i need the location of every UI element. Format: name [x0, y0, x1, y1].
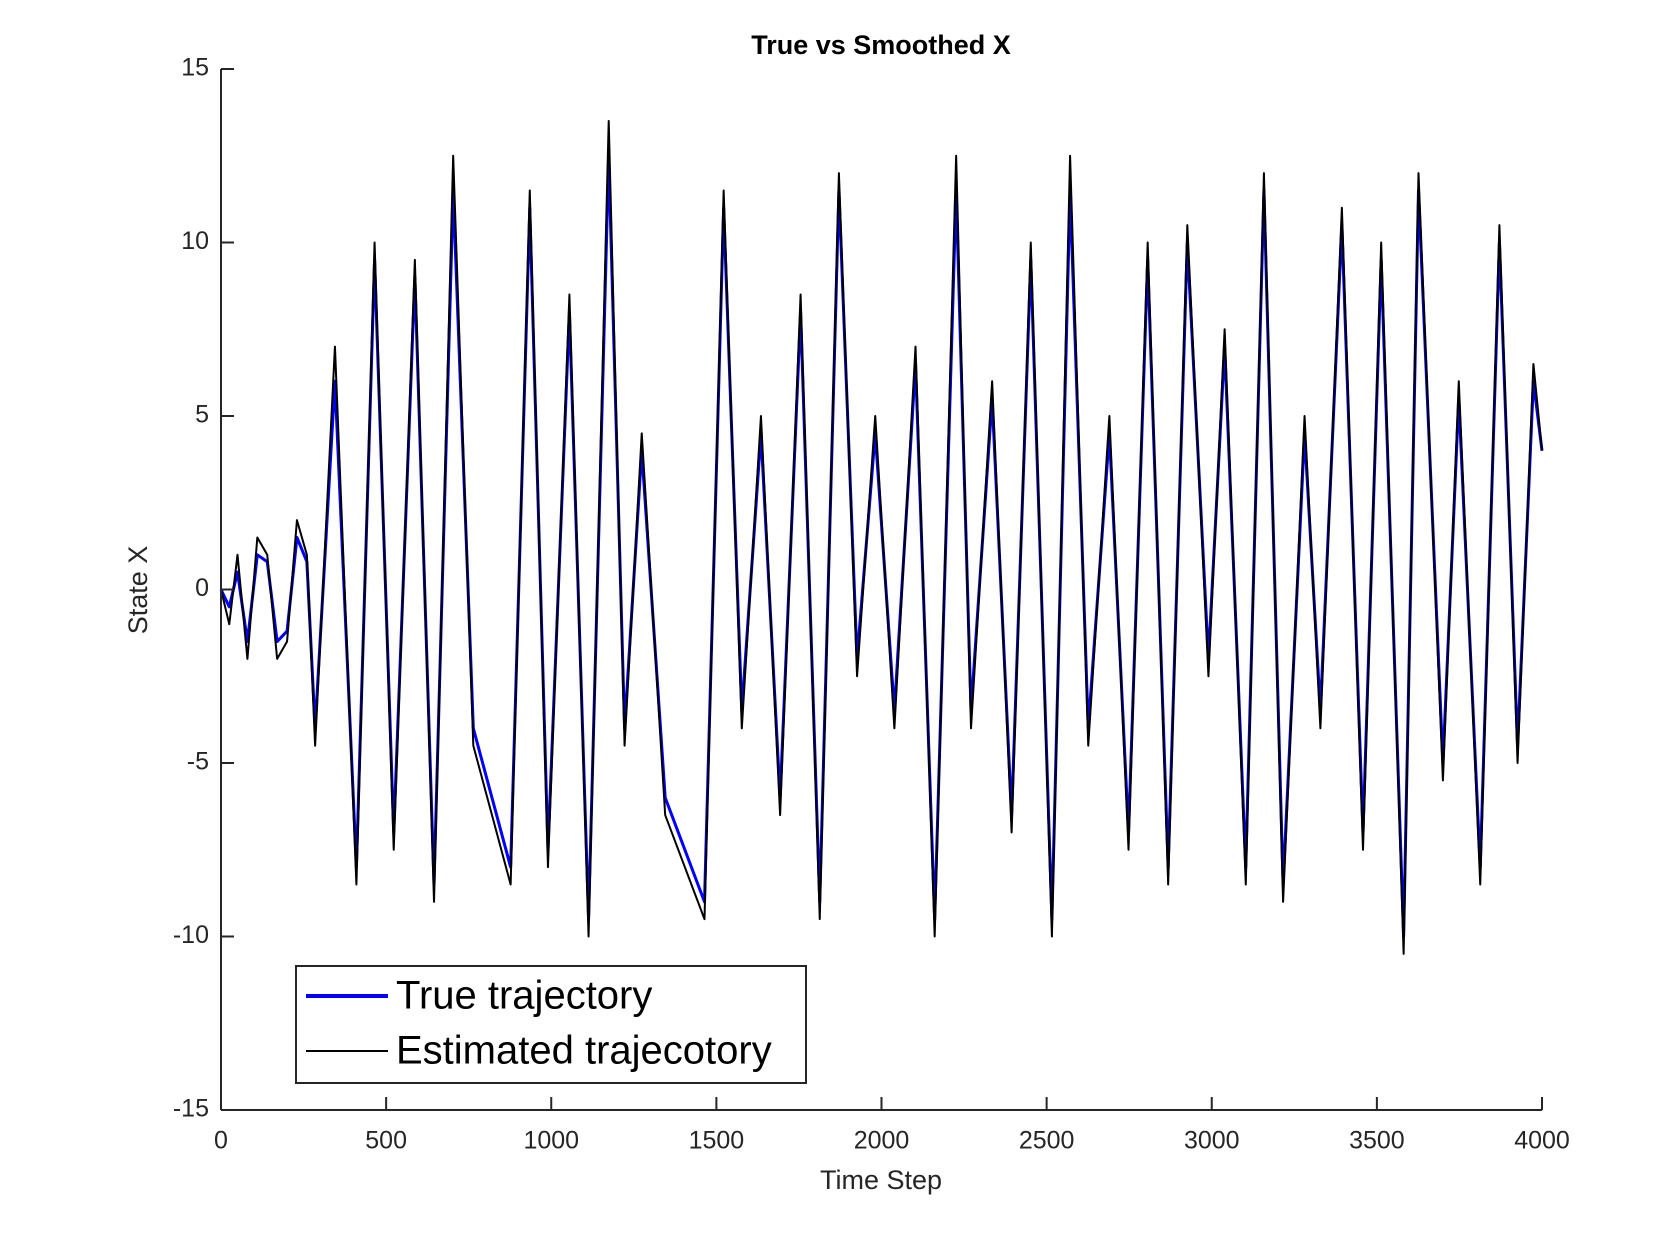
- x-tick-label: 1000: [523, 1127, 579, 1155]
- y-tick-label: 15: [181, 54, 209, 82]
- y-axis-label: State X: [123, 546, 153, 635]
- x-axis-label: Time Step: [820, 1165, 942, 1195]
- y-tick-label: 5: [195, 401, 209, 429]
- x-tick-label: 0: [214, 1127, 228, 1155]
- y-tick-label: -10: [173, 921, 209, 949]
- x-tick-label: 1500: [689, 1127, 745, 1155]
- legend-label: Estimated trajecotory: [396, 1029, 772, 1073]
- x-tick-label: 3500: [1349, 1127, 1405, 1155]
- y-tick-label: -5: [187, 748, 209, 776]
- y-tick-label: -15: [173, 1095, 209, 1123]
- x-tick-label: 2000: [854, 1127, 910, 1155]
- x-tick-label: 3000: [1184, 1127, 1240, 1155]
- data-line: [220, 120, 1543, 955]
- legend-label: True trajectory: [396, 974, 652, 1018]
- x-tick-label: 4000: [1514, 1127, 1570, 1155]
- legend-box: [295, 965, 807, 1084]
- x-tick-label: 2500: [1019, 1127, 1075, 1155]
- x-tick-label: 500: [365, 1127, 407, 1155]
- y-tick-label: 0: [195, 574, 209, 602]
- chart-title: True vs Smoothed X: [751, 30, 1011, 60]
- y-tick-label: 10: [181, 227, 209, 255]
